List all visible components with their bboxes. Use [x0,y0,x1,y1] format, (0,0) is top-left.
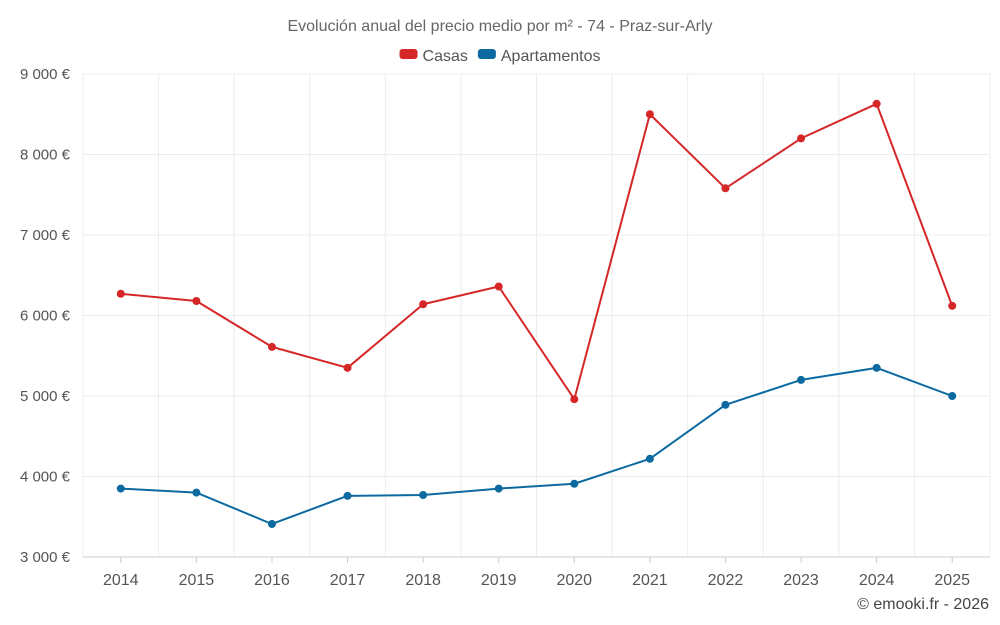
x-tick-label: 2022 [708,572,744,589]
x-tick-label: 2023 [783,572,819,589]
data-point[interactable] [797,134,806,143]
legend-swatch [477,49,496,59]
x-tick-label: 2016 [254,572,290,589]
axes: 3 000 € 4 000 € 5 000 € 6 000 € 7 000 € 8 000… [20,66,990,589]
y-tick-label: 7 000 € [20,227,71,244]
legend: Casas Apartamentos [399,48,601,65]
legend-swatch [399,49,418,59]
data-point[interactable] [494,484,503,493]
data-point[interactable] [721,184,730,193]
data-point[interactable] [192,297,201,306]
x-tick-label: 2019 [481,572,517,589]
y-tick-label: 3 000 € [20,549,71,566]
data-point[interactable] [872,99,881,108]
data-point[interactable] [645,454,654,463]
x-tick-label: 2020 [556,572,592,589]
series-layer [116,99,957,528]
data-point[interactable] [116,289,125,298]
legend-label: Apartamentos [501,48,601,65]
data-point[interactable] [343,363,352,372]
data-point[interactable] [721,400,730,409]
data-point[interactable] [872,363,881,372]
data-point[interactable] [419,300,428,309]
chart-title: Evolución anual del precio medio por m² … [287,18,712,35]
data-point[interactable] [192,488,201,497]
data-point[interactable] [645,110,654,119]
y-tick-label: 8 000 € [20,147,71,164]
legend-item[interactable]: Casas [399,48,468,65]
data-point[interactable] [570,395,579,404]
y-tick-label: 9 000 € [20,66,71,83]
series-apartamentos [116,363,957,528]
data-point[interactable] [419,491,428,500]
x-tick-label: 2018 [405,572,441,589]
data-point[interactable] [948,301,957,310]
x-tick-label: 2024 [859,572,895,589]
data-point[interactable] [494,282,503,291]
grid [82,73,991,557]
series-line [120,366,953,525]
x-tick-label: 2025 [934,572,970,589]
data-point[interactable] [267,519,276,528]
series-line [120,102,954,401]
legend-item[interactable]: Apartamentos [477,48,601,65]
y-tick-label: 6 000 € [20,308,71,325]
data-point[interactable] [570,479,579,488]
data-point[interactable] [797,375,806,384]
data-point[interactable] [267,342,276,351]
credit-text: © emooki.fr - 2026 [857,596,989,613]
data-point[interactable] [948,392,957,400]
data-point[interactable] [116,484,125,493]
data-point[interactable] [343,491,352,500]
x-tick-label: 2015 [179,572,215,589]
y-tick-label: 5 000 € [20,388,71,405]
x-tick-label: 2017 [330,572,366,589]
y-tick-label: 4 000 € [20,469,71,486]
x-tick-label: 2014 [103,572,139,589]
legend-label: Casas [423,48,468,65]
series-casas [116,99,957,404]
x-tick-label: 2021 [632,572,668,589]
